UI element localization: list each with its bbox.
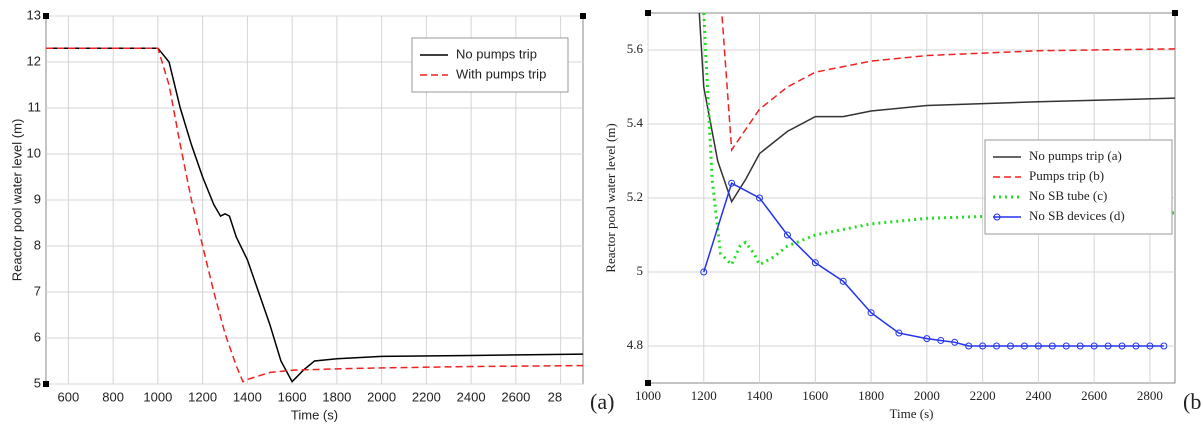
data-point — [700, 268, 708, 276]
data-point — [1090, 342, 1098, 350]
data-point — [1020, 342, 1028, 350]
data-point — [1118, 342, 1126, 350]
y-tick-label: 9 — [34, 191, 41, 206]
y-tick-label: 8 — [34, 237, 41, 252]
data-point — [1076, 342, 1084, 350]
series-line — [703, 182, 1164, 347]
data-point — [728, 179, 736, 187]
x-axis-label: Time (s) — [291, 407, 338, 422]
x-tick-label: 28 — [548, 389, 562, 404]
data-point — [756, 194, 764, 202]
corner-marker — [645, 10, 651, 16]
x-tick-label: 1000 — [635, 388, 661, 403]
data-point — [993, 342, 1001, 350]
y-tick-label: 6 — [34, 329, 41, 344]
legend-marker — [993, 213, 1001, 221]
series-line — [46, 47, 583, 383]
data-point — [1160, 342, 1168, 350]
y-tick-label: 13 — [27, 7, 41, 22]
y-tick-label: 12 — [27, 53, 41, 68]
y-tick-label: 5.4 — [627, 115, 644, 130]
y-tick-label: 10 — [27, 145, 41, 160]
data-point — [965, 342, 973, 350]
legend-label: No SB devices (d) — [1029, 208, 1125, 223]
x-tick-label: 2200 — [970, 388, 996, 403]
x-tick-label: 600 — [58, 389, 80, 404]
data-point — [895, 329, 903, 337]
chart-a: 600 800 1000 1200 1400 1600 1800 2000 2200 2400 26… — [9, 7, 614, 422]
y-tick-label: 5 — [637, 263, 644, 278]
series-group — [698, 13, 1175, 350]
data-point — [811, 259, 819, 267]
x-axis-label: Time (s) — [890, 406, 934, 421]
x-tick-label: 2400 — [1025, 388, 1051, 403]
data-point — [951, 338, 959, 346]
panel-label: (a) — [590, 389, 614, 414]
y-tick-label: 4.8 — [627, 337, 643, 352]
x-tick-label: 2400 — [457, 389, 486, 404]
data-point — [923, 335, 931, 343]
corner-marker — [43, 13, 49, 19]
x-tick-label: 1600 — [278, 389, 307, 404]
x-tick-label: 2000 — [367, 389, 396, 404]
chart-b: 1000 1200 1400 1600 1800 2000 2200 2400 2600 2800… — [603, 10, 1202, 421]
data-point — [867, 309, 875, 317]
series-line — [46, 47, 583, 383]
legend-label: Pumps trip (b) — [1029, 168, 1104, 183]
x-tick-label: 2800 — [1137, 388, 1163, 403]
corner-marker — [580, 13, 586, 19]
x-tick-label: 2000 — [914, 388, 940, 403]
legend-box — [411, 37, 569, 93]
legend-label: With pumps trip — [456, 66, 546, 81]
data-point — [1006, 342, 1014, 350]
x-tick-label: 1400 — [233, 389, 262, 404]
data-point — [979, 342, 987, 350]
x-tick-label: 1400 — [747, 388, 773, 403]
x-tick-label: 2600 — [1081, 388, 1107, 403]
series-line — [702, 13, 1175, 268]
series-group — [46, 47, 583, 383]
legend-label: No pumps trip — [456, 46, 537, 61]
corner-marker — [43, 381, 49, 387]
y-axis-label: Reactor pool water level (m) — [603, 123, 618, 272]
data-point — [783, 231, 791, 239]
data-point — [1048, 342, 1056, 350]
legend-box — [984, 139, 1173, 235]
x-tick-label: 2200 — [412, 389, 441, 404]
panel-label: (b) — [1183, 389, 1202, 414]
x-tick-label: 1800 — [322, 389, 351, 404]
y-axis-label: Reactor pool water level (m) — [9, 119, 24, 282]
data-point — [1146, 342, 1154, 350]
data-point — [937, 336, 945, 344]
data-point — [1132, 342, 1140, 350]
x-tick-label: 1200 — [691, 388, 717, 403]
series-line — [698, 13, 1175, 204]
x-tick-label: 1200 — [188, 389, 217, 404]
data-point — [1104, 342, 1112, 350]
legend-label: No pumps trip (a) — [1029, 148, 1122, 163]
data-point — [1034, 342, 1042, 350]
y-tick-label: 11 — [28, 99, 42, 114]
y-tick-label: 5 — [34, 375, 41, 390]
x-tick-label: 1600 — [802, 388, 828, 403]
x-tick-label: 800 — [102, 389, 124, 404]
corner-marker — [1172, 10, 1178, 16]
y-tick-label: 7 — [34, 283, 41, 298]
data-point — [839, 277, 847, 285]
data-point — [1062, 342, 1070, 350]
y-tick-label: 5.6 — [627, 41, 644, 56]
corner-marker — [645, 380, 651, 386]
x-tick-label: 2600 — [501, 389, 530, 404]
legend-label: No SB tube (c) — [1029, 188, 1107, 203]
x-tick-label: 1800 — [858, 388, 884, 403]
x-tick-label: 1000 — [143, 389, 172, 404]
y-tick-label: 5.2 — [627, 189, 643, 204]
